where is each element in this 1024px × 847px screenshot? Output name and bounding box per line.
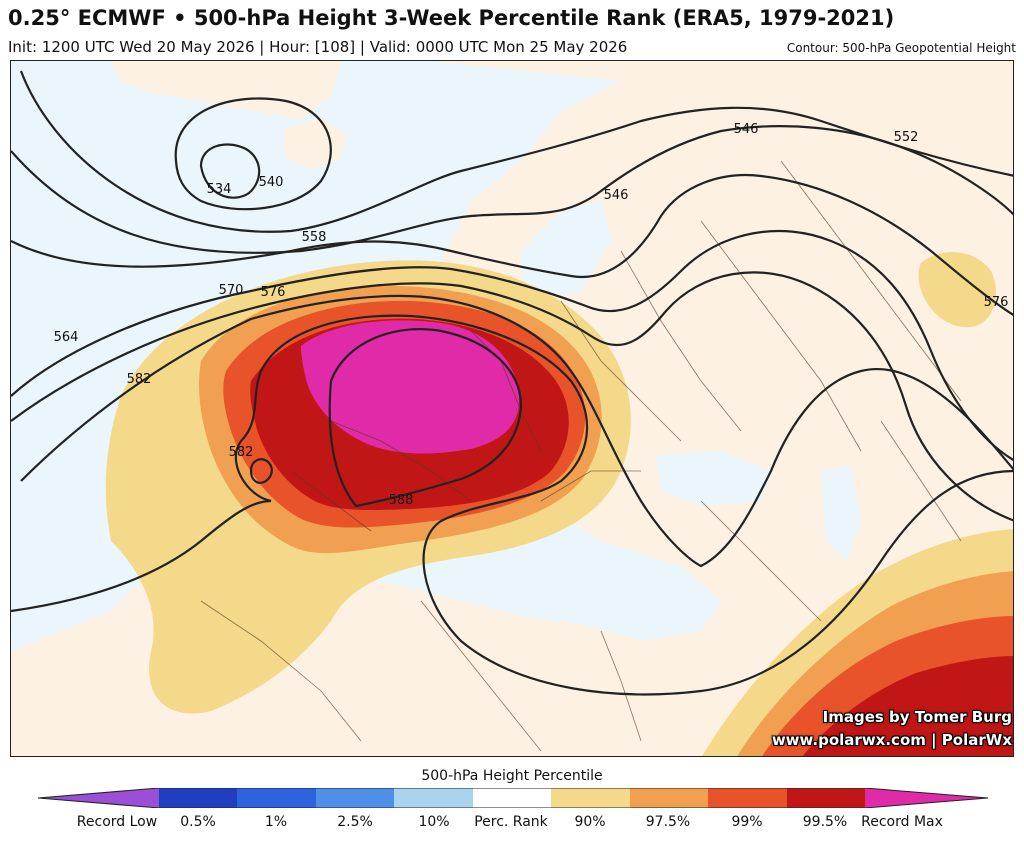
colorbar-label-90: 90%	[574, 814, 606, 830]
contour-label: 564	[54, 330, 79, 345]
contour-label: 576	[261, 285, 286, 300]
chart-title: 0.25° ECMWF • 500-hPa Height 3-Week Perc…	[8, 6, 895, 30]
colorbar-title: 500-hPa Height Percentile	[421, 768, 603, 784]
colorbar-label-0.5: 0.5%	[180, 814, 216, 830]
colorbar-swatch-10	[394, 788, 473, 808]
contour-note: Contour: 500-hPa Geopotential Height	[786, 41, 1016, 55]
contour-label: 570	[219, 283, 244, 298]
contour-570	[11, 271, 1013, 522]
colorbar-label-97.5: 97.5%	[645, 814, 691, 830]
contour-label: 552	[894, 130, 919, 145]
colorbar-swatch-99	[708, 788, 787, 808]
contour-label: 576	[984, 295, 1009, 310]
colorbar-swatch-90	[551, 788, 630, 808]
contour-534	[199, 143, 261, 199]
contour-582	[11, 314, 1013, 696]
land-greenland	[111, 61, 341, 119]
colorbar-swatch-97.5	[630, 788, 708, 808]
credit-author: Images by Tomer Burg	[822, 708, 1012, 726]
contour-label: 540	[259, 175, 284, 190]
colorbar-swatch-2.5	[316, 788, 394, 808]
contour-540	[174, 97, 332, 211]
colorbar-label-2.5: 2.5%	[337, 814, 373, 830]
contour-558	[11, 174, 1013, 317]
contour-label: 546	[734, 122, 759, 137]
contour-label-group: 534 540 546 546 552 558 564 570 576 576 …	[54, 122, 1009, 508]
colorbar-label-record-max: Record Max	[861, 814, 943, 830]
colorbar-swatch-record-max	[865, 788, 988, 808]
percentile-shading	[105, 252, 1013, 756]
contour-546	[19, 70, 1013, 233]
colorbar-swatch-0.5	[159, 788, 237, 808]
contour-label: 534	[207, 182, 232, 197]
contour-label: 558	[302, 230, 327, 245]
colorbar-label-1: 1%	[264, 814, 288, 830]
colorbar-swatch-99.5	[787, 788, 865, 808]
map-panel: 534 540 546 546 552 558 564 570 576 576 …	[10, 60, 1014, 757]
contour-582-loop	[249, 458, 273, 485]
colorbar-swatch-record-low	[38, 788, 159, 808]
colorbar-label-record-low: Record Low	[76, 814, 158, 830]
colorbar-label-10: 10%	[418, 814, 450, 830]
colorbar-label-99.5: 99.5%	[802, 814, 848, 830]
shade-urals-90	[918, 252, 996, 328]
contour-label: 588	[389, 493, 414, 508]
contour-label: 582	[127, 372, 152, 387]
shade-record-max	[301, 320, 520, 454]
contour-576	[20, 294, 1013, 568]
contour-552	[11, 125, 1013, 254]
sea-black-sea	[656, 451, 771, 506]
colorbar-label-99: 99%	[731, 814, 763, 830]
height-contours	[11, 70, 1013, 696]
contour-588	[328, 328, 523, 508]
credit-website[interactable]: www.polarwx.com | PolarWx	[771, 731, 1012, 749]
contour-label: 582	[229, 445, 254, 460]
colorbar-swatch-1	[237, 788, 316, 808]
colorbar-swatch-neutral	[473, 788, 551, 808]
contour-564	[11, 229, 1013, 462]
colorbar-label-perc-rank: Perc. Rank	[474, 814, 548, 830]
shade-se-995	[802, 656, 1013, 756]
init-valid-subtitle: Init: 1200 UTC Wed 20 May 2026 | Hour: […	[8, 38, 628, 56]
sea-caspian	[821, 466, 861, 561]
colorbar	[38, 788, 988, 808]
contour-label: 546	[604, 188, 629, 203]
